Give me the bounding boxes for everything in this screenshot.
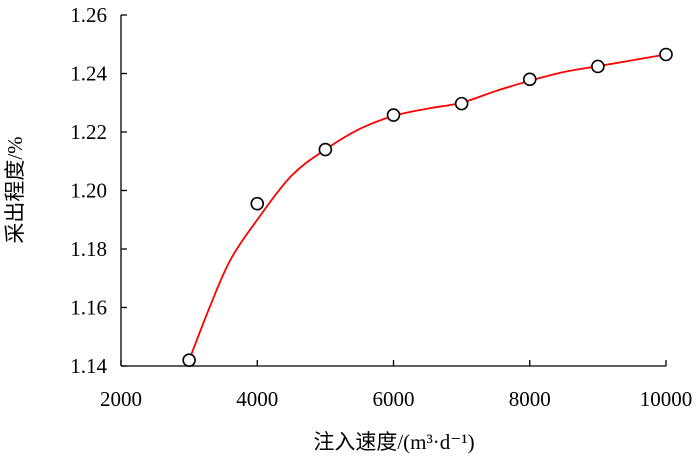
x-ticks: 2000 4000 6000 8000 10000 xyxy=(100,360,692,411)
y-tick-label: 1.14 xyxy=(70,354,107,378)
x-tick-label: 4000 xyxy=(236,387,278,411)
data-point xyxy=(659,47,673,62)
y-ticks: 1.14 1.16 1.18 1.20 1.22 1.24 1.26 xyxy=(70,3,127,378)
data-point xyxy=(522,72,537,87)
data-point xyxy=(182,353,196,367)
x-tick-label: 6000 xyxy=(373,387,415,411)
fit-curve xyxy=(188,53,667,361)
y-tick-label: 1.18 xyxy=(70,237,107,261)
x-axis-title: 注入速度/(m³·d⁻¹) xyxy=(313,430,474,454)
x-tick-label: 2000 xyxy=(100,387,142,411)
data-point xyxy=(318,142,333,157)
y-axis-title: 采出程度/% xyxy=(3,136,27,243)
data-point xyxy=(454,96,469,111)
y-tick-label: 1.20 xyxy=(70,179,107,203)
x-tick-label: 8000 xyxy=(509,387,551,411)
y-tick-label: 1.16 xyxy=(70,296,107,320)
data-point xyxy=(386,108,401,122)
data-point xyxy=(591,59,605,74)
x-tick-label: 10000 xyxy=(640,387,693,411)
y-tick-label: 1.24 xyxy=(70,62,107,86)
data-point xyxy=(250,196,265,211)
y-tick-label: 1.22 xyxy=(70,120,107,144)
y-tick-label: 1.26 xyxy=(70,3,107,27)
plot-area xyxy=(182,47,673,367)
